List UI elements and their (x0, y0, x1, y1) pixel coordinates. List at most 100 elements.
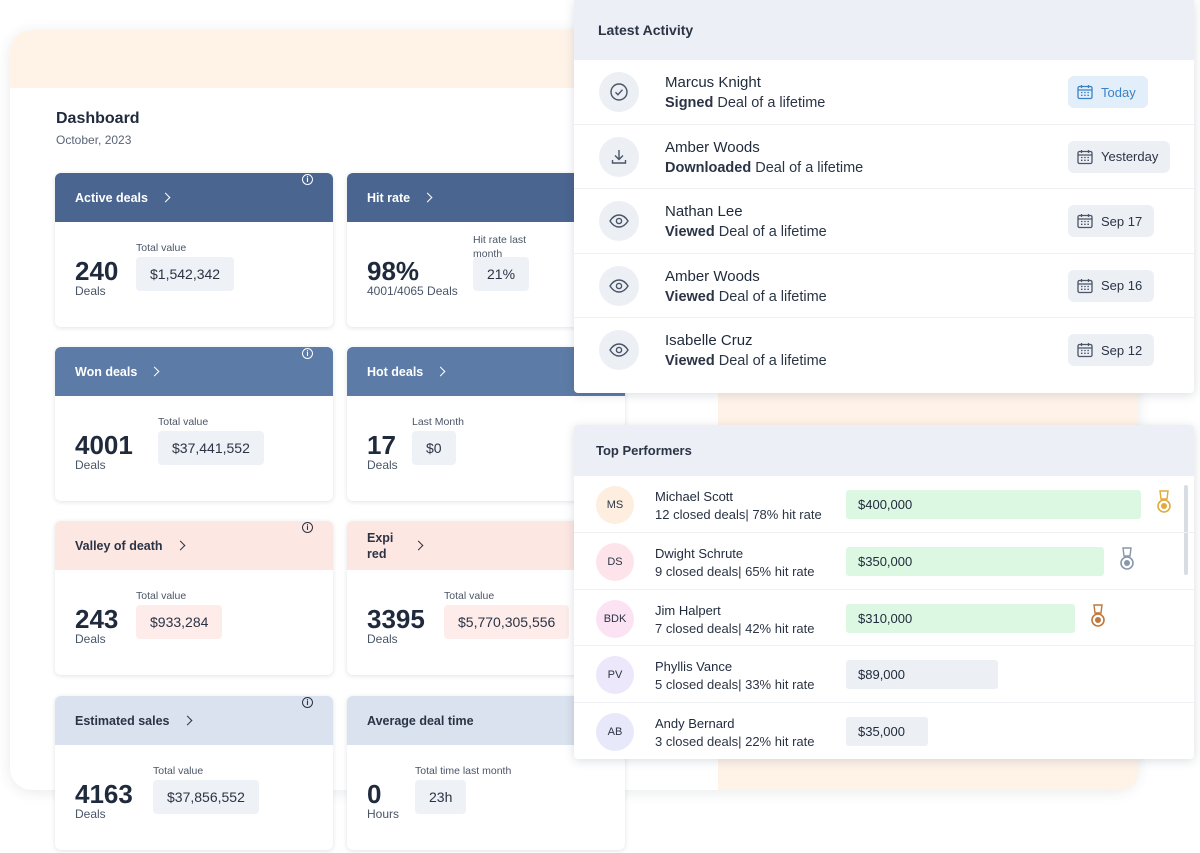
calendar-icon (1077, 85, 1093, 100)
info-icon[interactable]: i (302, 174, 313, 185)
card-box-label: Last Month (412, 416, 464, 428)
activity-date: Sep 16 (1101, 278, 1143, 294)
card-unit: Deals (367, 458, 398, 472)
activity-description: Viewed Deal of a lifetime (665, 289, 827, 305)
eye-icon (599, 265, 639, 306)
info-icon[interactable]: i (302, 522, 313, 533)
card-box-label: Total value (158, 416, 209, 428)
card-header[interactable]: Valley of death i (55, 521, 333, 570)
chevron-right-icon (422, 192, 433, 203)
card-won-deals[interactable]: Won deals i 4001 Deals Total value $37,4… (55, 347, 333, 501)
card-value: 4001 (75, 430, 133, 460)
card-unit: Deals (75, 458, 106, 472)
activity-row[interactable]: Nathan Lee Viewed Deal of a lifetime Sep… (574, 189, 1194, 254)
eye-icon (599, 201, 639, 242)
card-title-line: red (367, 546, 387, 561)
card-title: Active deals (75, 190, 148, 205)
gold-medal-icon (1156, 490, 1172, 516)
activity-object: Deal of a lifetime (714, 353, 827, 370)
scrollbar[interactable] (1184, 485, 1188, 575)
activity-row[interactable]: Isabelle Cruz Viewed Deal of a lifetime … (574, 318, 1194, 383)
calendar-icon (1077, 343, 1093, 358)
avatar: AB (596, 713, 634, 752)
card-unit: Hours (367, 807, 400, 821)
activity-user-name: Amber Woods (665, 138, 760, 156)
bronze-medal-icon (1090, 603, 1106, 630)
performer-stats: 9 closed deals| 65% hit rate (655, 563, 815, 579)
activity-user-name: Marcus Knight (665, 74, 761, 91)
performer-row[interactable]: MS Michael Scott 12 closed deals| 78% hit … (574, 476, 1194, 533)
latest-activity-title: Latest Activity (574, 0, 1194, 60)
card-unit: Deals (75, 284, 106, 298)
card-box-value: $0 (412, 431, 456, 465)
activity-user-name: Isabelle Cruz (665, 332, 753, 350)
calendar-icon (1077, 278, 1093, 293)
performer-stats: 12 closed deals| 78% hit rate (655, 507, 822, 522)
activity-date-badge: Today (1068, 76, 1148, 108)
activity-description: Viewed Deal of a lifetime (665, 353, 827, 369)
activity-description: Downloaded Deal of a lifetime (665, 160, 863, 176)
download-icon (599, 136, 639, 177)
chevron-right-icon (175, 540, 185, 551)
card-box-label: Total value (136, 590, 187, 602)
avatar: DS (596, 542, 634, 581)
activity-user-name: Amber Woods (665, 267, 760, 285)
performer-row[interactable]: BDK Jim Halpert 7 closed deals| 42% hit ra… (574, 590, 1194, 647)
activity-object: Deal of a lifetime (751, 159, 864, 176)
dashboard-panel-header-band (10, 30, 610, 88)
card-box-value: $1,542,342 (136, 257, 235, 291)
card-header[interactable]: Won deals i (55, 347, 333, 396)
card-value: 243 (75, 604, 119, 634)
card-title: Valley of death (75, 538, 163, 553)
card-unit: 4001/4065 Deals (367, 284, 458, 298)
card-header[interactable]: Estimated sales i (55, 696, 333, 745)
info-icon[interactable]: i (302, 697, 313, 708)
card-box-label: Total value (153, 765, 204, 777)
card-box-label: Total value (136, 242, 187, 254)
card-box-value: $933,284 (136, 605, 223, 639)
card-box-value: $37,856,552 (153, 780, 259, 814)
performer-stats: 5 closed deals| 33% hit rate (655, 677, 815, 693)
card-box-value: $5,770,305,556 (444, 605, 570, 639)
card-box-value: 21% (473, 257, 530, 291)
activity-object: Deal of a lifetime (714, 224, 827, 241)
card-value: 17 (367, 430, 396, 460)
card-title: Hot deals (367, 364, 424, 379)
card-valley-of-death[interactable]: Valley of death i 243 Deals Total value … (55, 521, 333, 675)
activity-date-badge: Sep 17 (1068, 205, 1155, 238)
silver-medal-icon (1119, 547, 1135, 573)
activity-object: Deal of a lifetime (714, 288, 827, 305)
card-title: Average deal time (367, 713, 474, 728)
card-unit: Deals (367, 632, 398, 646)
card-unit: Deals (75, 807, 106, 821)
card-estimated-sales[interactable]: Estimated sales i 4163 Deals Total value… (55, 696, 333, 850)
activity-row[interactable]: Amber Woods Viewed Deal of a lifetime Se… (574, 254, 1194, 319)
card-title: Hit rate (367, 190, 411, 205)
card-title-line: Expi (367, 530, 394, 545)
performer-list: MS Michael Scott 12 closed deals| 78% hit … (574, 476, 1194, 759)
performer-row[interactable]: AB Andy Bernard 3 closed deals| 22% hit ra… (574, 703, 1194, 759)
performer-row[interactable]: DS Dwight Schrute 9 closed deals| 65% hit … (574, 533, 1194, 590)
performer-name: Dwight Schrute (655, 545, 744, 561)
card-title: Expi red (367, 530, 393, 562)
calendar-icon (1077, 214, 1093, 229)
avatar: MS (596, 486, 634, 524)
card-value: 240 (75, 256, 119, 286)
activity-row[interactable]: Amber Woods Downloaded Deal of a lifetim… (574, 125, 1194, 190)
activity-row[interactable]: Marcus Knight Signed Deal of a lifetime … (574, 60, 1194, 125)
card-box-value: 23h (415, 780, 467, 814)
card-value: 98% (367, 256, 420, 286)
card-title: Estimated sales (75, 713, 170, 728)
performer-row[interactable]: PV Phyllis Vance 5 closed deals| 33% hit r… (574, 646, 1194, 704)
card-header[interactable]: Active deals i (55, 173, 333, 222)
activity-date-badge: Sep 12 (1068, 334, 1155, 367)
chevron-right-icon (182, 715, 192, 726)
chevron-right-icon (435, 366, 446, 377)
info-icon[interactable]: i (302, 348, 313, 359)
activity-description: Viewed Deal of a lifetime (665, 224, 827, 240)
card-value: 3395 (367, 604, 425, 634)
performer-amount-bar: $350,000 (846, 546, 1104, 576)
page-date: October, 2023 (56, 133, 132, 147)
card-active-deals[interactable]: Active deals i 240 Deals Total value $1,… (55, 173, 333, 327)
activity-object: Deal of a lifetime (713, 95, 826, 111)
